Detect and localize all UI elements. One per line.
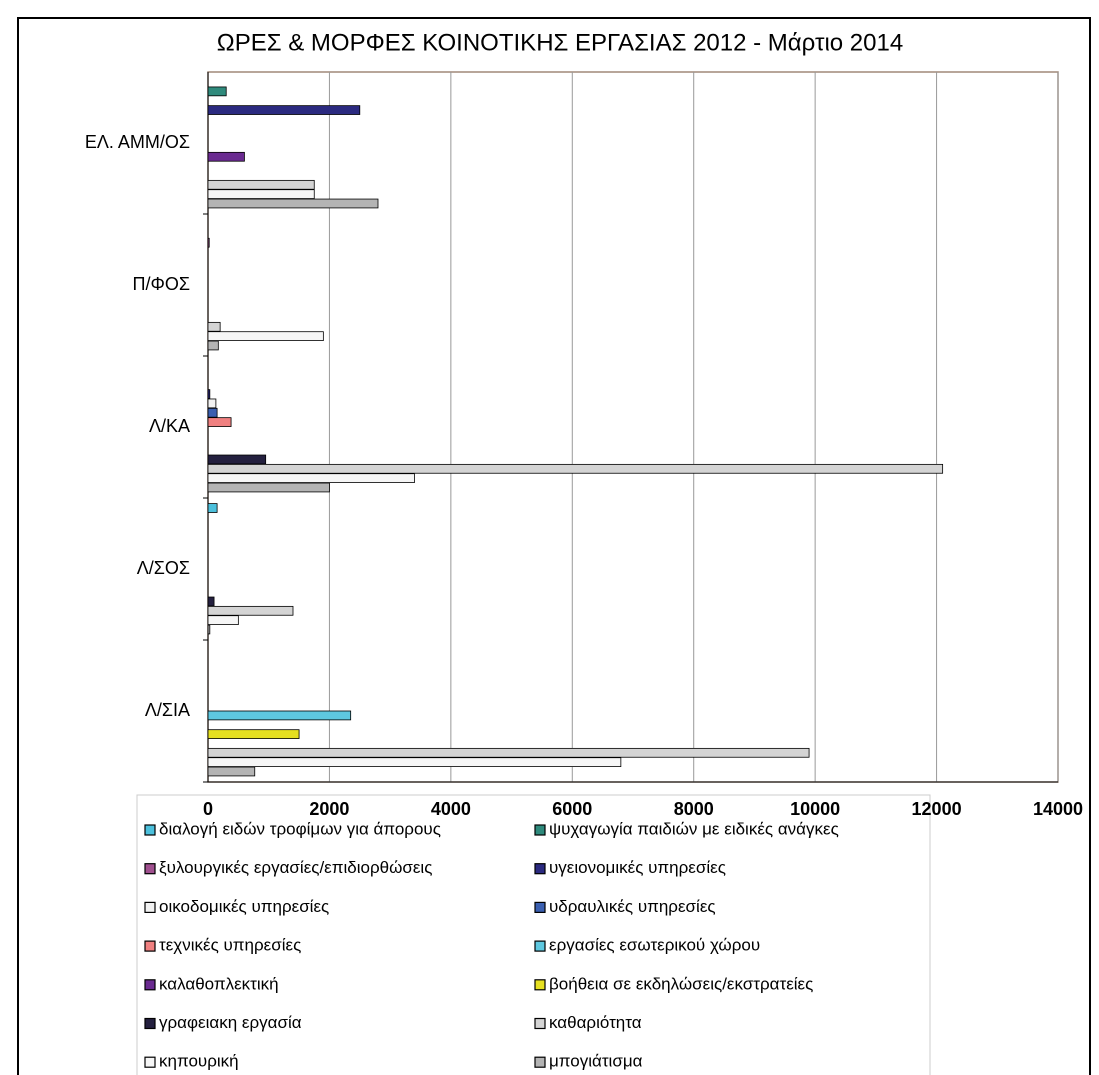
legend-label: υγειονομικές υπηρεσίες [549, 858, 726, 877]
legend-swatch [534, 1056, 546, 1068]
bar [207, 105, 361, 115]
legend-label: μπογιάτισμα [549, 1052, 643, 1071]
bar [207, 179, 315, 190]
bar [207, 596, 215, 607]
legend-box [136, 794, 931, 1075]
legend-label: διαλογή ειδών τροφίμων για άπορους [159, 819, 441, 838]
legend-swatch [534, 979, 546, 991]
legend-label: εργασίες εσωτερικού χώρου [549, 936, 760, 955]
bar [207, 615, 239, 625]
y-tick-label: Π/ΦΟΣ [133, 274, 191, 294]
legend-swatch [144, 940, 156, 952]
legend-swatch [144, 979, 156, 991]
bar [207, 331, 324, 341]
legend-swatch [534, 863, 546, 875]
legend-swatch [144, 863, 156, 875]
legend-swatch [534, 1017, 546, 1030]
bar [207, 503, 218, 513]
bar [207, 151, 245, 162]
legend-label: βοήθεια σε εκδηλώσεις/εκστρατείες [549, 974, 813, 993]
bar [207, 747, 810, 758]
legend-label: τεχνικές υπηρεσίες [159, 936, 301, 955]
x-tick-label: 0 [203, 799, 213, 819]
legend-swatch [144, 824, 156, 836]
x-tick-label: 14000 [1033, 799, 1083, 819]
bar [207, 198, 379, 209]
y-tick-label: ΕΛ. ΑΜΜ/ΟΣ [85, 132, 190, 152]
bar [207, 454, 267, 465]
bar [207, 710, 352, 721]
bar [207, 340, 219, 351]
legend-label: καλαθοπλεκτική [159, 974, 279, 993]
x-tick-label: 12000 [912, 799, 962, 819]
legend-swatch [534, 940, 546, 952]
legend-label: ξυλουργικές εργασίες/επιδιορθώσεις [159, 858, 432, 877]
bar [207, 482, 330, 493]
bar [207, 389, 211, 399]
bar [207, 605, 294, 616]
legend-label: γραφειακη εργασία [159, 1013, 302, 1032]
bar [207, 237, 210, 248]
bar [207, 321, 221, 332]
legend-swatch [144, 1017, 156, 1030]
legend-swatch [534, 901, 546, 914]
y-tick-label: Λ/ΣΙΑ [145, 700, 190, 720]
x-tick-label: 4000 [431, 799, 471, 819]
frame [17, 17, 1091, 1075]
legend-label: υδραυλικές υπηρεσίες [549, 897, 716, 916]
legend-swatch [534, 824, 546, 836]
y-tick-label: Λ/ΣΟΣ [137, 558, 190, 578]
x-tick-label: 2000 [309, 799, 349, 819]
legend-swatch [144, 901, 156, 914]
bar [207, 398, 217, 409]
legend-label: κηπουρική [159, 1052, 239, 1071]
x-tick-label: 6000 [552, 799, 592, 819]
legend-swatch [144, 1056, 156, 1068]
bar [207, 766, 256, 777]
bar [207, 86, 227, 97]
bar [207, 729, 300, 739]
x-tick-label: 10000 [790, 799, 840, 819]
legend-label: καθαριότητα [549, 1013, 642, 1032]
legend-label: ψυχαγωγία παιδιών με ειδικές ανάγκες [549, 819, 839, 838]
y-tick-label: Λ/ΚΑ [149, 416, 190, 436]
bar [207, 473, 415, 483]
plot-area [207, 71, 1059, 783]
bar [207, 417, 232, 427]
bar [207, 189, 315, 199]
bar [207, 624, 211, 635]
chart-title: ΩΡΕΣ & ΜΟΡΦΕΣ ΚΟΙΝΟΤΙΚΗΣ ΕΡΓΑΣΙΑΣ 2012 -… [217, 29, 903, 56]
legend-label: οικοδομικές υπηρεσίες [159, 897, 329, 916]
x-tick-label: 8000 [674, 799, 714, 819]
bar [207, 757, 622, 767]
bar [207, 407, 218, 418]
bar [207, 463, 944, 474]
